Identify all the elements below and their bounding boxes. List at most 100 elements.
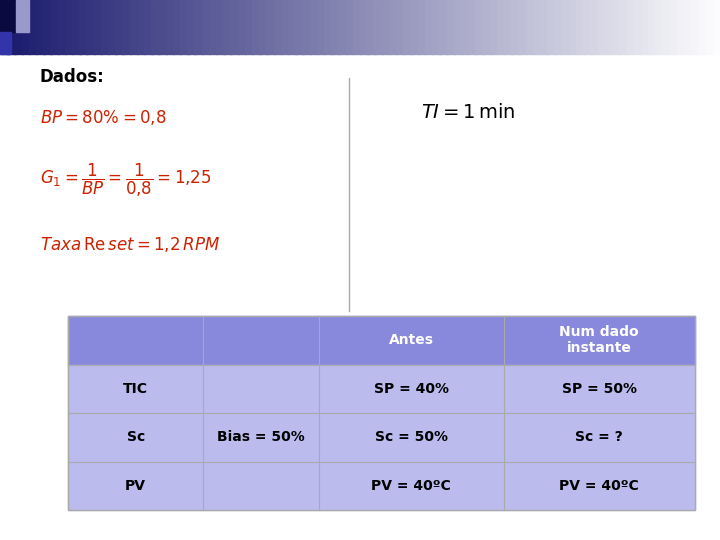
Bar: [288, 0, 297, 54]
Bar: [562, 0, 570, 54]
Bar: [94, 0, 102, 54]
Bar: [576, 0, 585, 54]
Bar: [202, 0, 210, 54]
Bar: [526, 0, 534, 54]
Bar: [468, 0, 477, 54]
Bar: [662, 0, 671, 54]
Bar: [274, 0, 282, 54]
Bar: [461, 0, 469, 54]
Bar: [655, 0, 664, 54]
Bar: [626, 0, 635, 54]
Bar: [72, 0, 81, 54]
Bar: [504, 0, 513, 54]
Bar: [68, 462, 203, 510]
Bar: [569, 0, 577, 54]
Bar: [634, 0, 642, 54]
Bar: [533, 0, 541, 54]
Bar: [677, 0, 685, 54]
Bar: [173, 0, 181, 54]
Bar: [295, 0, 304, 54]
Bar: [58, 0, 66, 54]
Bar: [230, 0, 239, 54]
Bar: [382, 0, 390, 54]
Text: Bias = 50%: Bias = 50%: [217, 430, 305, 444]
Text: PV = 40ºC: PV = 40ºC: [372, 479, 451, 493]
Bar: [259, 0, 268, 54]
Bar: [16, 0, 29, 32]
Bar: [338, 0, 347, 54]
Bar: [511, 0, 520, 54]
Bar: [68, 364, 203, 413]
Bar: [482, 0, 491, 54]
Bar: [166, 0, 174, 54]
Bar: [86, 0, 95, 54]
Bar: [22, 0, 30, 54]
Bar: [203, 364, 319, 413]
Bar: [353, 0, 361, 54]
Bar: [203, 413, 319, 462]
Bar: [65, 0, 73, 54]
Text: $G_1 = \dfrac{1}{BP} = \dfrac{1}{0{,}8} = 1{,}25$: $G_1 = \dfrac{1}{BP} = \dfrac{1}{0{,}8} …: [40, 162, 211, 199]
Bar: [187, 0, 196, 54]
Bar: [475, 0, 484, 54]
Bar: [648, 0, 657, 54]
Bar: [0, 32, 11, 54]
Bar: [317, 0, 325, 54]
Bar: [281, 0, 289, 54]
Bar: [50, 0, 59, 54]
Bar: [194, 0, 203, 54]
Bar: [346, 0, 354, 54]
Bar: [432, 0, 441, 54]
Text: PV = 40ºC: PV = 40ºC: [559, 479, 639, 493]
Text: $BP = 80\% = 0{,}8$: $BP = 80\% = 0{,}8$: [40, 108, 166, 127]
Bar: [425, 0, 433, 54]
Bar: [583, 0, 592, 54]
Bar: [590, 0, 599, 54]
Bar: [374, 0, 383, 54]
Text: SP = 50%: SP = 50%: [562, 382, 636, 396]
Bar: [209, 0, 217, 54]
Bar: [223, 0, 232, 54]
Bar: [598, 0, 606, 54]
Bar: [122, 0, 131, 54]
Bar: [203, 462, 319, 510]
Bar: [0, 0, 9, 54]
Bar: [684, 0, 693, 54]
Text: $TI = 1\,\mathrm{min}$: $TI = 1\,\mathrm{min}$: [421, 103, 516, 122]
Bar: [698, 0, 707, 54]
Bar: [203, 316, 319, 364]
Text: Sc = 50%: Sc = 50%: [375, 430, 448, 444]
Bar: [324, 0, 333, 54]
Bar: [367, 0, 376, 54]
Bar: [216, 0, 225, 54]
Bar: [389, 0, 397, 54]
Bar: [547, 0, 556, 54]
Bar: [504, 364, 695, 413]
Bar: [245, 0, 253, 54]
Bar: [151, 0, 160, 54]
Text: SP = 40%: SP = 40%: [374, 382, 449, 396]
Bar: [670, 0, 678, 54]
Bar: [403, 0, 412, 54]
Bar: [641, 0, 649, 54]
Text: Sc = ?: Sc = ?: [575, 430, 623, 444]
Bar: [410, 0, 419, 54]
Bar: [29, 0, 37, 54]
Bar: [418, 0, 426, 54]
Bar: [331, 0, 340, 54]
Bar: [14, 0, 23, 54]
Bar: [68, 413, 203, 462]
Bar: [612, 0, 621, 54]
Bar: [439, 0, 448, 54]
Bar: [504, 316, 695, 364]
Bar: [158, 0, 167, 54]
Bar: [504, 462, 695, 510]
Bar: [319, 364, 504, 413]
Text: Dados:: Dados:: [40, 68, 104, 85]
Bar: [115, 0, 124, 54]
Bar: [68, 316, 203, 364]
Bar: [137, 0, 145, 54]
Bar: [396, 0, 405, 54]
Bar: [43, 0, 52, 54]
Bar: [446, 0, 455, 54]
